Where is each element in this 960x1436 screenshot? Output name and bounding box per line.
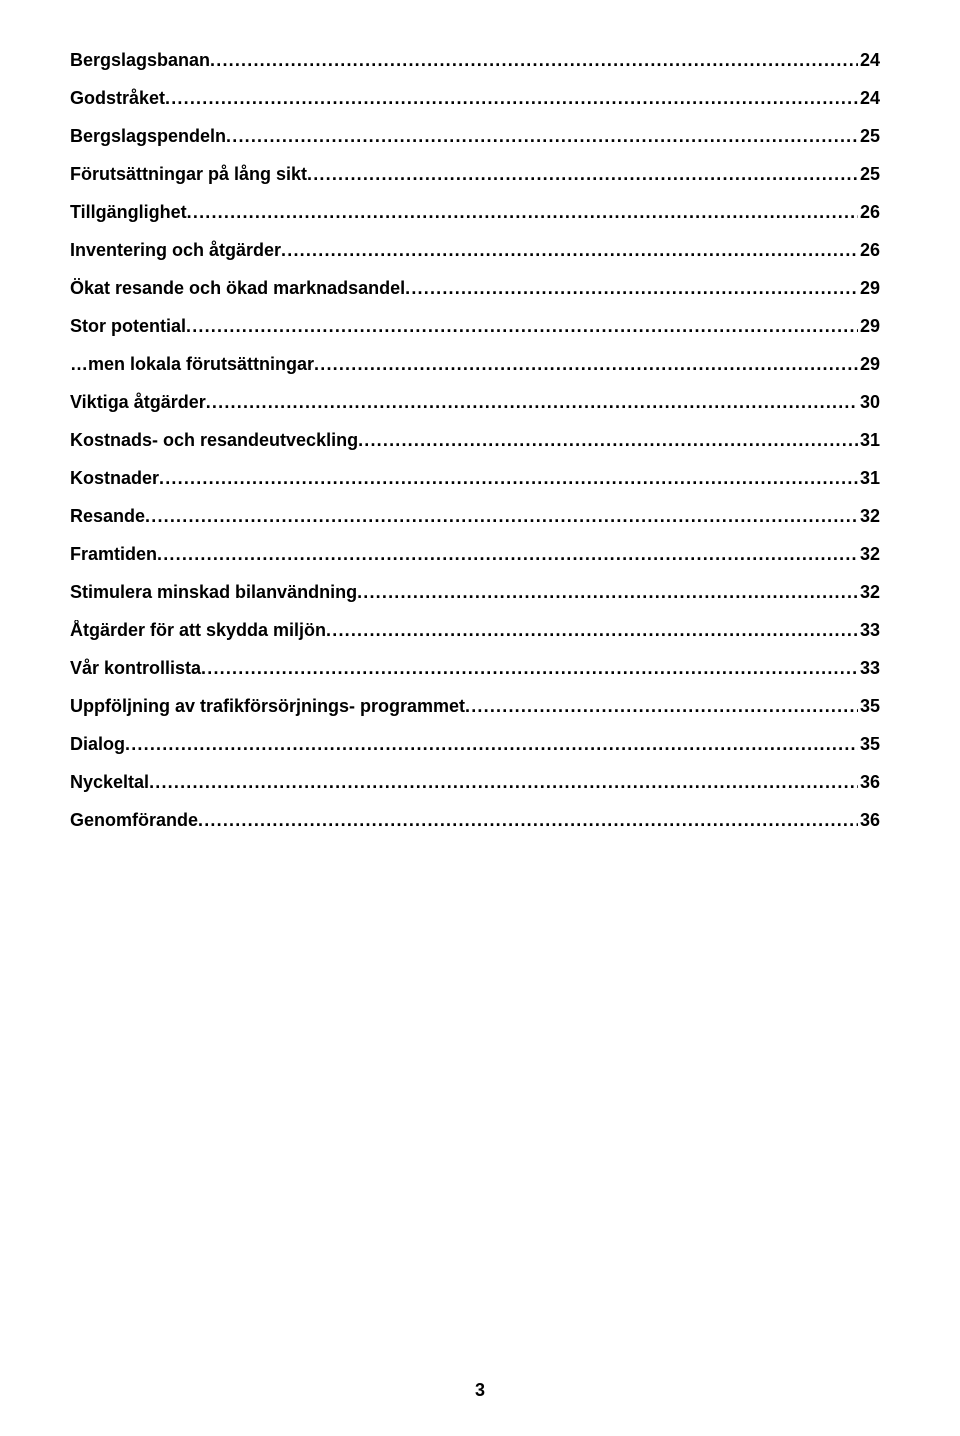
toc-entry-page: 32 [858,544,880,565]
toc-entry: Tillgänglighet 26 [70,202,880,223]
toc-entry: …men lokala förutsättningar 29 [70,354,880,375]
toc-entry-page: 26 [858,202,880,223]
toc-entry-page: 24 [858,50,880,71]
toc-entry-label: Vår kontrollista [70,658,201,679]
toc-entry: Framtiden 32 [70,544,880,565]
toc-entry-page: 33 [858,658,880,679]
toc-entry-page: 36 [858,810,880,831]
toc-leader-dots [326,620,858,641]
toc-entry-page: 32 [858,506,880,527]
toc-entry-label: Kostnader [70,468,159,489]
toc-leader-dots [198,810,858,831]
toc-leader-dots [125,734,858,755]
toc-entry-page: 36 [858,772,880,793]
toc-entry: Inventering och åtgärder 26 [70,240,880,261]
toc-leader-dots [206,392,858,413]
toc-entry: Vår kontrollista 33 [70,658,880,679]
toc-leader-dots [226,126,858,147]
toc-entry-page: 32 [858,582,880,603]
toc-entry: Bergslagspendeln 25 [70,126,880,147]
toc-entry: Genomförande 36 [70,810,880,831]
toc-entry-label: Nyckeltal [70,772,149,793]
toc-entry: Uppföljning av trafikförsörjnings- progr… [70,696,880,717]
toc-entry-page: 30 [858,392,880,413]
toc-leader-dots [358,430,858,451]
toc-entry-page: 35 [858,734,880,755]
toc-leader-dots [187,202,858,223]
toc-entry: Kostnads- och resandeutveckling 31 [70,430,880,451]
toc-entry-label: Förutsättningar på lång sikt [70,164,307,185]
toc-entry-label: Tillgänglighet [70,202,187,223]
toc-entry-page: 26 [858,240,880,261]
toc-leader-dots [165,88,858,109]
toc-entry-label: Dialog [70,734,125,755]
toc-leader-dots [307,164,858,185]
toc-entry-page: 31 [858,468,880,489]
toc-leader-dots [357,582,858,603]
toc-leader-dots [314,354,858,375]
toc-entry-label: Åtgärder för att skydda miljön [70,620,326,641]
toc-leader-dots [281,240,858,261]
toc-entry: Stor potential 29 [70,316,880,337]
toc-entry: Förutsättningar på lång sikt 25 [70,164,880,185]
toc-entry: Ökat resande och ökad marknadsandel 29 [70,278,880,299]
toc-entry: Stimulera minskad bilanvändning 32 [70,582,880,603]
toc-entry-label: Ökat resande och ökad marknadsandel [70,278,405,299]
toc-entry-label: Bergslagspendeln [70,126,226,147]
page-number: 3 [0,1380,960,1401]
toc-leader-dots [159,468,858,489]
toc-entry-page: 29 [858,354,880,375]
toc-entry: Dialog 35 [70,734,880,755]
toc-leader-dots [201,658,858,679]
toc-entry-label: Genomförande [70,810,198,831]
toc-leader-dots [186,316,858,337]
toc-entry-label: Stor potential [70,316,186,337]
table-of-contents: Bergslagsbanan 24 Godstråket 24 Bergslagspen… [70,50,880,831]
toc-entry-label: Bergslagsbanan [70,50,210,71]
toc-entry-label: Kostnads- och resandeutveckling [70,430,358,451]
toc-entry-page: 24 [858,88,880,109]
toc-entry-label: Resande [70,506,145,527]
toc-leader-dots [405,278,858,299]
toc-entry: Nyckeltal 36 [70,772,880,793]
toc-entry: Kostnader 31 [70,468,880,489]
toc-entry: Viktiga åtgärder 30 [70,392,880,413]
toc-leader-dots [145,506,858,527]
toc-entry-page: 35 [858,696,880,717]
toc-entry-page: 25 [858,164,880,185]
toc-entry: Godstråket 24 [70,88,880,109]
toc-entry: Bergslagsbanan 24 [70,50,880,71]
toc-entry-page: 29 [858,278,880,299]
toc-leader-dots [210,50,858,71]
toc-entry: Resande 32 [70,506,880,527]
toc-leader-dots [157,544,858,565]
toc-leader-dots [465,696,858,717]
toc-entry-label: Viktiga åtgärder [70,392,206,413]
toc-entry: Åtgärder för att skydda miljön 33 [70,620,880,641]
toc-entry-page: 31 [858,430,880,451]
toc-entry-label: Uppföljning av trafikförsörjnings- progr… [70,696,465,717]
toc-entry-label: Inventering och åtgärder [70,240,281,261]
toc-entry-label: …men lokala förutsättningar [70,354,314,375]
toc-entry-page: 25 [858,126,880,147]
toc-entry-page: 33 [858,620,880,641]
toc-entry-label: Stimulera minskad bilanvändning [70,582,357,603]
toc-entry-label: Framtiden [70,544,157,565]
toc-leader-dots [149,772,858,793]
toc-entry-label: Godstråket [70,88,165,109]
toc-entry-page: 29 [858,316,880,337]
document-page: Bergslagsbanan 24 Godstråket 24 Bergslagspen… [0,0,960,1436]
